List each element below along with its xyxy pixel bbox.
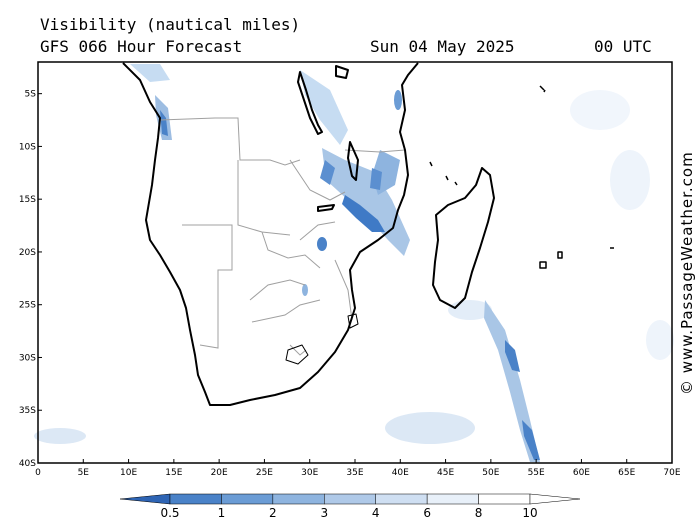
x-tick-label: 45E [437, 468, 454, 478]
longitude-axis: 0 5E 10E 15E 20E 25E 30E 35E 40E 45E 50E 55E 60E 65E 7… [35, 459, 681, 478]
legend-label: 8 [475, 506, 483, 520]
x-tick-label: 65E [618, 468, 635, 478]
legend-swatch [272, 493, 325, 505]
vis-patch [302, 284, 308, 296]
legend-label: 0.5 [160, 506, 179, 520]
y-tick-label: 30S [19, 353, 36, 363]
vis-patch [342, 195, 385, 232]
x-tick-label: 50E [482, 468, 499, 478]
country-borders [159, 117, 406, 356]
lesotho-outline [285, 344, 309, 365]
coastlines [122, 62, 614, 406]
x-tick-label: 70E [663, 468, 680, 478]
comoros-islands [429, 161, 458, 186]
y-tick-label: 35S [19, 406, 36, 416]
y-tick-label: 10S [19, 142, 36, 152]
vis-patch [394, 90, 402, 110]
legend-swatch [221, 493, 274, 505]
x-tick-label: 55E [528, 468, 545, 478]
vis-patch [646, 320, 674, 360]
y-tick-label: 20S [19, 248, 36, 258]
legend-label: 10 [522, 506, 537, 520]
legend-swatch [375, 493, 428, 505]
vis-patch [34, 428, 86, 444]
vis-patch [130, 64, 170, 82]
legend-label: 3 [320, 506, 328, 520]
vis-patch [505, 340, 520, 372]
seychelles-islands [539, 85, 546, 93]
legend-swatch [426, 493, 479, 505]
visibility-shading [34, 64, 674, 462]
vis-patch [385, 412, 475, 444]
eswatini-outline [347, 313, 359, 329]
vis-patch [370, 168, 382, 190]
x-tick-label: 40E [392, 468, 409, 478]
vis-patch [320, 160, 335, 185]
x-tick-label: 35E [346, 468, 363, 478]
legend-label: 1 [218, 506, 226, 520]
forecast-date: Sun 04 May 2025 [370, 37, 515, 56]
madagascar-coastline [432, 167, 495, 309]
y-tick-label: 5S [25, 90, 37, 100]
legend-swatch [324, 493, 376, 505]
vis-patch [522, 420, 540, 460]
x-tick-label: 10E [120, 468, 137, 478]
vis-patch [610, 150, 650, 210]
vis-patch [570, 90, 630, 130]
lake-malawi [347, 141, 359, 181]
forecast-time: 00 UTC [594, 37, 652, 56]
lake-victoria [335, 65, 349, 79]
legend-label: 4 [372, 506, 380, 520]
legend-label: 2 [269, 506, 277, 520]
x-tick-label: 20E [211, 468, 228, 478]
vis-patch [322, 148, 410, 256]
legend-swatch [478, 493, 531, 505]
x-tick-label: 5E [78, 468, 90, 478]
map-title: Visibility (nautical miles) [40, 15, 301, 34]
y-tick-label: 15S [19, 195, 36, 205]
vis-patch [484, 300, 540, 462]
latitude-axis: 5S 10S 15S 20S 25S 30S 35S 40S [19, 90, 42, 469]
forecast-model: GFS 066 Hour Forecast [40, 37, 243, 56]
lake-tanganyika [297, 71, 323, 135]
africa-coastline [122, 62, 419, 406]
mascarene-islands [539, 247, 614, 269]
legend-swatch [169, 493, 222, 505]
y-tick-label: 40S [19, 459, 36, 469]
vis-patch [160, 110, 168, 136]
legend-label: 6 [423, 506, 431, 520]
y-tick-label: 25S [19, 301, 36, 311]
x-tick-label: 15E [165, 468, 182, 478]
lake-kariba [317, 204, 335, 212]
legend-swatch-high [529, 493, 581, 505]
vis-patch [300, 70, 348, 145]
x-tick-label: 25E [256, 468, 273, 478]
vis-patch [317, 237, 327, 251]
x-tick-label: 30E [301, 468, 318, 478]
x-tick-label: 60E [573, 468, 590, 478]
legend-swatch-low [119, 493, 171, 505]
x-tick-label: 0 [35, 468, 41, 478]
